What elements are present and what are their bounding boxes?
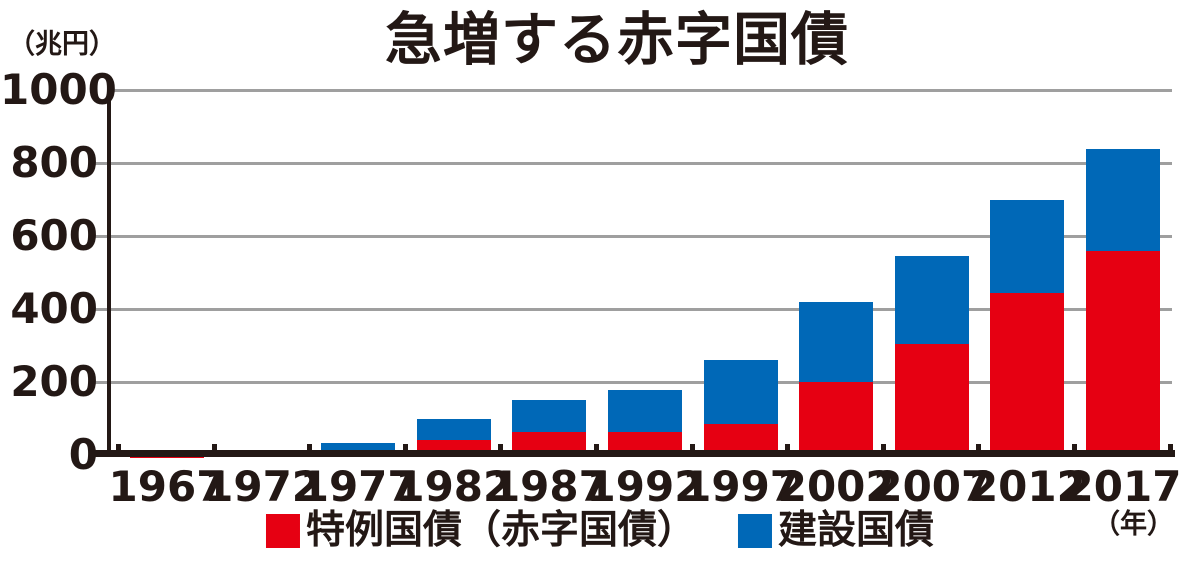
construction-bonds-swatch-icon (738, 514, 772, 548)
x-tick-label-2007: 2007 (873, 462, 991, 511)
y-tick-label: 800 (10, 138, 98, 187)
gridline-800 (110, 162, 1172, 165)
x-tick-label-1967: 1967 (108, 462, 226, 511)
y-axis-line (107, 88, 111, 456)
y-tick-label: 400 (10, 284, 98, 333)
bar-construction-segment-2012 (990, 199, 1065, 293)
chart-title: 急増する赤字国債 (385, 7, 849, 73)
y-axis-unit-label: （兆円） (8, 29, 116, 60)
gridline-600 (110, 235, 1172, 238)
x-tick-label-1992: 1992 (586, 462, 704, 511)
legend-item-deficit-bonds: 特例国債（赤字国債） (265, 508, 696, 553)
y-axis-tick (95, 308, 110, 311)
x-axis-line (95, 450, 1175, 457)
legend-label: 特例国債（赤字国債） (305, 508, 696, 553)
y-axis-tick (95, 235, 110, 238)
bar-construction-segment-1992 (608, 390, 682, 432)
x-tick-label-1972: 1972 (204, 462, 322, 511)
gridline-1000 (110, 89, 1172, 92)
legend-item-construction-bonds: 建設国債 (738, 509, 934, 553)
bar-construction-segment-2007 (894, 256, 969, 344)
legend: 特例国債（赤字国債） 建設国債 (265, 508, 934, 553)
x-tick-label-2002: 2002 (777, 462, 895, 511)
x-tick-label-1977: 1977 (299, 462, 417, 511)
bar-construction-segment-1982 (416, 419, 491, 441)
bar-construction-segment-2017 (1086, 149, 1160, 251)
bar-deficit-segment-2007 (894, 343, 969, 457)
bar-deficit-segment-2002 (799, 382, 874, 457)
y-tick-label: 600 (10, 211, 98, 260)
x-tick-label-1997: 1997 (682, 462, 800, 511)
y-tick-label: 1000 (0, 65, 117, 114)
bar-construction-segment-1997 (703, 360, 778, 424)
y-tick-label: 200 (10, 357, 98, 406)
bar-construction-segment-1977 (321, 443, 396, 452)
deficit-bonds-swatch-icon (265, 514, 300, 548)
x-tick-label-2012: 2012 (968, 462, 1086, 511)
bar-deficit-segment-2012 (990, 292, 1065, 457)
bar-construction-segment-2002 (799, 301, 874, 382)
y-axis-tick (95, 381, 110, 384)
x-tick-label-1987: 1987 (490, 462, 608, 511)
gridline-400 (110, 308, 1172, 311)
legend-label: 建設国債 (778, 508, 935, 553)
x-tick-label-2017: 2017 (1064, 462, 1182, 511)
bar-deficit-segment-2017 (1086, 250, 1160, 457)
gridline-200 (110, 381, 1172, 384)
bar-construction-segment-1987 (512, 399, 587, 433)
y-tick-label: 0 (68, 430, 98, 479)
x-axis-unit-label: （年） (1093, 509, 1174, 540)
x-tick-label-1982: 1982 (395, 462, 513, 511)
y-axis-tick (95, 162, 110, 165)
